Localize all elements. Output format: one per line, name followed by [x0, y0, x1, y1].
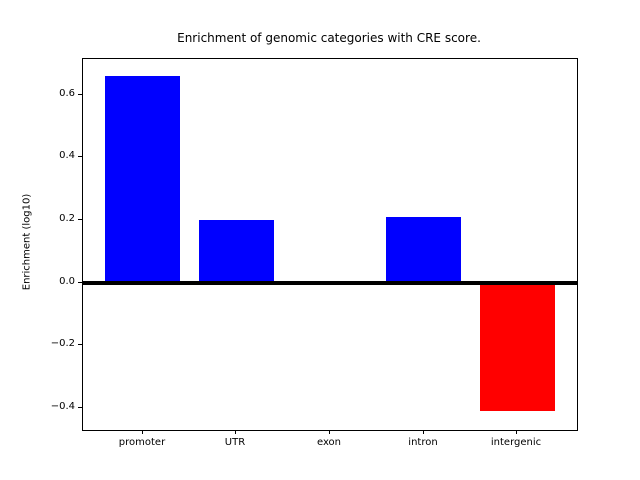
y-tick-label: 0.6 [59, 88, 75, 99]
y-tick-label: 0.0 [59, 276, 75, 287]
y-tick-mark [78, 407, 82, 408]
y-tick-label: 0.2 [59, 213, 75, 224]
x-tick-mark [423, 430, 424, 434]
chart-title: Enrichment of genomic categories with CR… [177, 31, 481, 45]
plot-area [82, 58, 578, 431]
y-tick-label: 0.4 [59, 150, 75, 161]
bar-intergenic [480, 283, 555, 411]
bar-intron [386, 217, 461, 283]
y-tick-label: −0.2 [50, 338, 75, 349]
x-tick-label-promoter: promoter [118, 437, 166, 448]
y-tick-mark [78, 219, 82, 220]
y-tick-mark [78, 344, 82, 345]
y-tick-label: −0.4 [50, 401, 75, 412]
y-tick-mark [78, 156, 82, 157]
bar-promoter [105, 76, 180, 283]
x-tick-label-intron: intron [408, 437, 438, 448]
x-tick-label-exon: exon [316, 437, 342, 448]
x-tick-label-UTR: UTR [224, 437, 246, 448]
x-tick-mark [516, 430, 517, 434]
y-tick-mark [78, 94, 82, 95]
x-tick-mark [235, 430, 236, 434]
x-tick-mark [142, 430, 143, 434]
x-tick-mark [329, 430, 330, 434]
y-tick-mark [78, 282, 82, 283]
zero-baseline [83, 281, 577, 285]
x-tick-label-intergenic: intergenic [490, 437, 542, 448]
bar-UTR [199, 220, 274, 283]
